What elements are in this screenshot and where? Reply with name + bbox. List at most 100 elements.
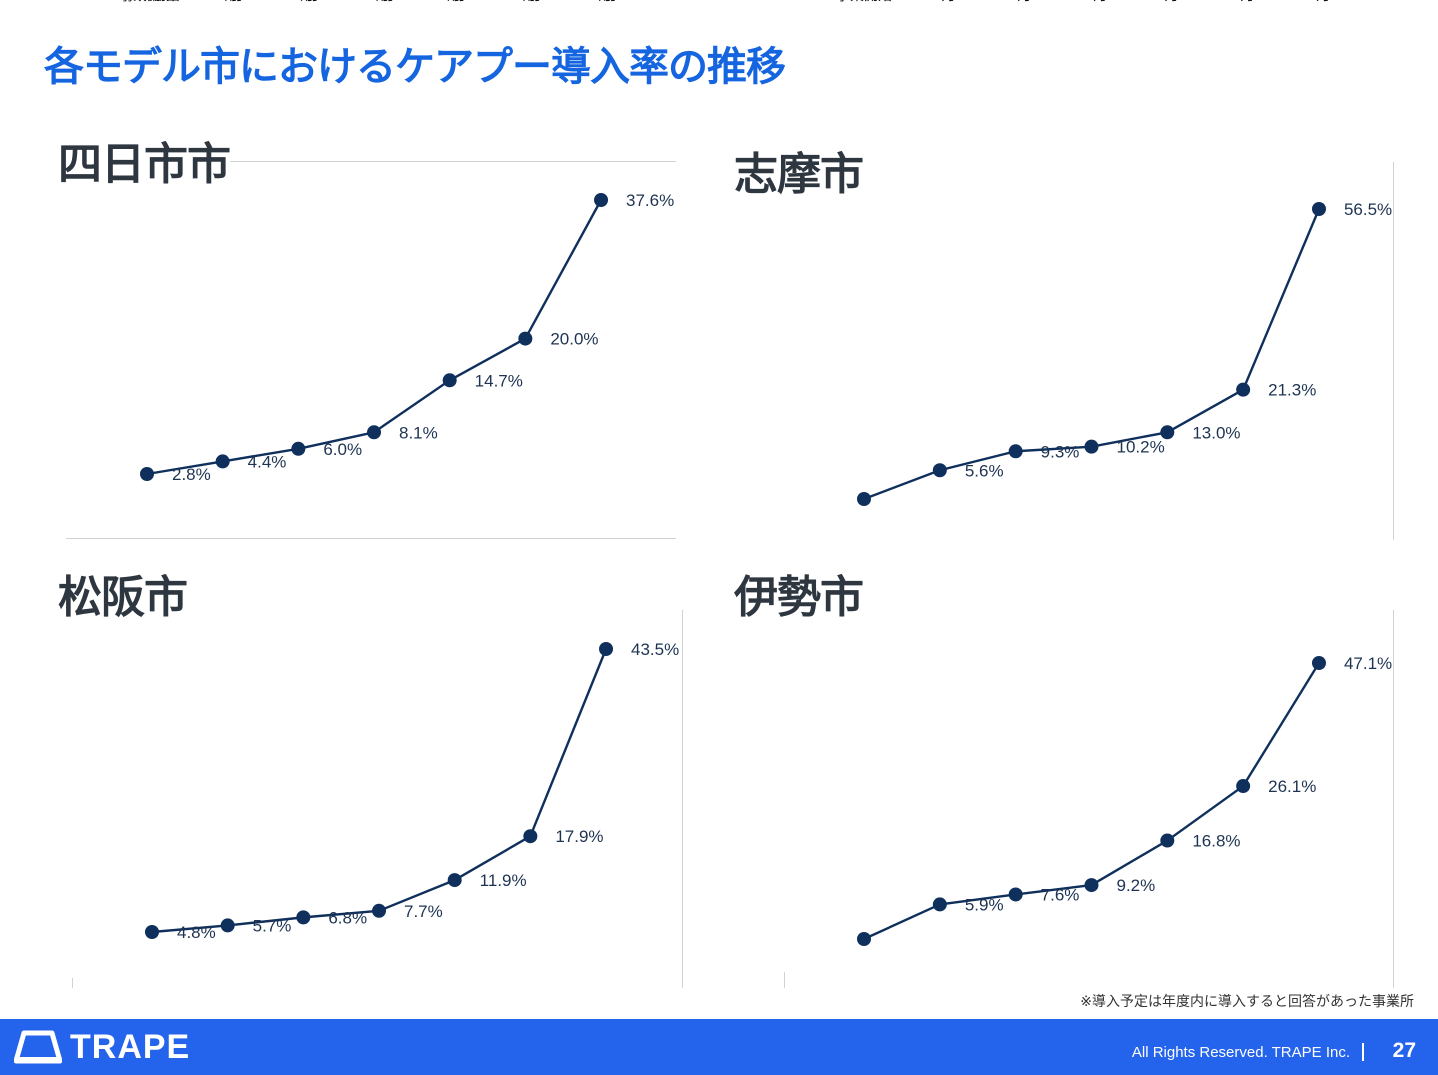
data-point-5	[518, 331, 533, 346]
x-tick-label-5: 2月	[514, 0, 537, 4]
data-label-6: 56.5%	[1344, 200, 1392, 219]
series-line	[146, 199, 603, 476]
data-label-2: 7.6%	[1041, 885, 1080, 904]
data-label-2: 9.3%	[1041, 442, 1080, 461]
x-tick-label-2: 11月	[1000, 0, 1032, 4]
x-tick-label-1: 10月	[207, 0, 239, 4]
data-point-4	[1160, 833, 1175, 848]
footer-separator	[1362, 1043, 1364, 1061]
x-tick-label-1: 10月	[212, 0, 244, 4]
x-tick-label-4: 1月	[1156, 0, 1179, 4]
data-label-5: 21.3%	[1268, 381, 1316, 400]
data-label-6: 47.1%	[1344, 654, 1392, 673]
chart-title-shima: 志摩市	[734, 149, 864, 200]
data-point-0	[857, 492, 871, 506]
data-label-1: 4.4%	[248, 452, 287, 471]
trape-logo-icon	[14, 1030, 62, 1064]
data-label-5: 26.1%	[1268, 777, 1316, 796]
series-line	[863, 208, 1321, 501]
data-label-0: 2.8%	[172, 465, 211, 484]
data-label-4: 16.8%	[1192, 832, 1240, 851]
x-tick-label-4: 1月	[443, 0, 466, 4]
x-tick-label-0: 事業開始	[119, 0, 175, 4]
data-label-6: 43.5%	[631, 640, 679, 659]
chart-title-yokkaichi: 四日市市	[58, 139, 231, 190]
x-tick-label-2: 11月	[282, 0, 314, 4]
x-tick-label-2: 11月	[1000, 0, 1032, 4]
divider-right-top	[1393, 162, 1394, 540]
data-point-6	[599, 642, 614, 656]
series-line	[863, 662, 1321, 941]
x-tick-label-1: 10月	[924, 0, 956, 4]
divider-tick-bottom-left	[72, 978, 73, 988]
data-point-1	[220, 918, 235, 933]
x-tick-label-3: 12月	[1076, 0, 1108, 4]
x-tick-label-3: 12月	[358, 0, 390, 4]
series-line	[151, 648, 608, 934]
data-label-3: 7.7%	[404, 902, 443, 921]
x-tick-label-3: 12月	[363, 0, 395, 4]
x-tick-label-0: 事業開始	[836, 0, 892, 4]
x-tick-label-4: 1月	[438, 0, 461, 4]
data-point-5	[1236, 779, 1251, 794]
data-point-2	[1008, 887, 1023, 902]
logo: TRAPE	[14, 1027, 191, 1066]
footer-bar: TRAPE All Rights Reserved. TRAPE Inc. 27	[0, 1019, 1438, 1075]
data-point-0	[145, 925, 159, 939]
data-point-5	[523, 829, 538, 844]
data-label-3: 8.1%	[399, 423, 438, 442]
x-tick-label-5: 2月	[519, 0, 542, 4]
data-label-1: 5.9%	[965, 895, 1004, 914]
divider-tick-bottom-right	[784, 972, 785, 988]
data-point-1	[932, 463, 947, 478]
divider-center-bottom	[682, 610, 683, 988]
data-label-1: 5.7%	[253, 916, 292, 935]
data-point-4	[1160, 425, 1175, 440]
data-label-2: 6.0%	[323, 440, 362, 459]
x-tick-label-3: 12月	[1076, 0, 1108, 4]
data-point-5	[1236, 382, 1251, 397]
data-label-5: 20.0%	[550, 330, 598, 349]
data-point-0	[140, 467, 154, 481]
x-tick-label-2: 11月	[287, 0, 319, 4]
x-tick-label-1: 10月	[924, 0, 956, 4]
data-label-3: 9.2%	[1116, 876, 1155, 895]
data-label-5: 17.9%	[555, 827, 603, 846]
data-point-2	[291, 441, 306, 456]
footnote: ※導入予定は年度内に導入すると回答があった事業所	[1080, 994, 1414, 1010]
x-tick-label-4: 1月	[1156, 0, 1179, 4]
data-point-0	[857, 932, 871, 946]
data-label-3: 10.2%	[1116, 438, 1164, 457]
chart-title-ise: 伊勢市	[734, 572, 864, 623]
data-label-0: 4.8%	[177, 923, 216, 942]
page-number: 27	[1392, 1039, 1416, 1062]
page-title: 各モデル市におけるケアプー導入率の推移	[44, 44, 786, 90]
x-tick-label-5: 2月	[1232, 0, 1255, 4]
data-label-2: 6.8%	[328, 908, 367, 927]
data-point-6	[1311, 202, 1326, 216]
data-point-6	[1311, 656, 1326, 670]
copyright-text: All Rights Reserved. TRAPE Inc.	[1131, 1044, 1350, 1061]
data-point-4	[447, 873, 462, 888]
data-point-2	[1008, 444, 1023, 459]
x-tick-label-6: 3月	[1308, 0, 1331, 4]
data-point-2	[296, 910, 311, 925]
divider-right-bottom	[1393, 610, 1394, 988]
data-point-3	[372, 903, 387, 918]
data-point-3	[1084, 439, 1099, 454]
data-label-6: 37.6%	[626, 191, 674, 210]
x-tick-label-6: 3月	[590, 0, 613, 4]
data-point-3	[367, 425, 382, 440]
data-label-4: 14.7%	[475, 371, 523, 390]
data-point-1	[215, 454, 230, 469]
chart-title-matsusaka: 松阪市	[58, 572, 188, 623]
data-label-4: 13.0%	[1192, 423, 1240, 442]
x-tick-label-6: 3月	[1308, 0, 1331, 4]
data-label-1: 5.6%	[965, 461, 1004, 480]
data-point-4	[442, 373, 457, 388]
x-tick-label-6: 3月	[595, 0, 618, 4]
data-point-1	[932, 897, 947, 912]
logo-text: TRAPE	[70, 1027, 191, 1066]
x-tick-label-5: 2月	[1232, 0, 1255, 4]
data-point-3	[1084, 878, 1099, 893]
